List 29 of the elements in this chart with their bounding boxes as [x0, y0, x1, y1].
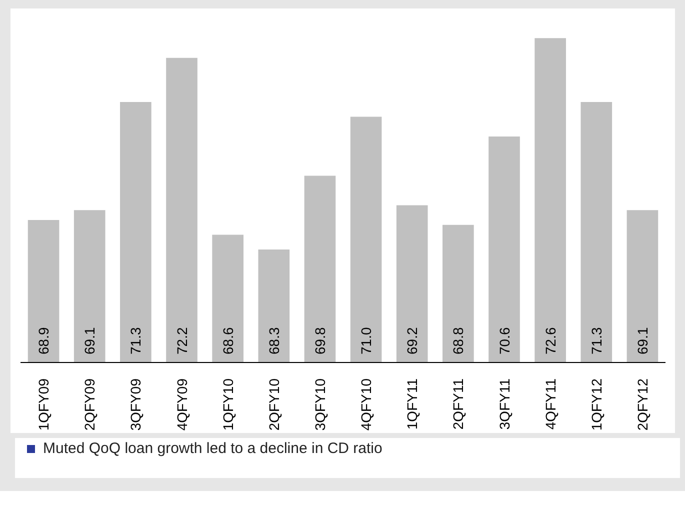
data-label: 71.3: [588, 327, 604, 354]
data-label: 71.3: [128, 327, 144, 354]
x-tick-label: 1QFY09: [36, 378, 52, 431]
x-tick-label: 1QFY10: [220, 378, 236, 431]
x-tick-label: 2QFY10: [266, 378, 282, 431]
x-tick-label: 1QFY11: [404, 378, 420, 430]
x-tick-label: 2QFY11: [450, 378, 466, 430]
data-label: 72.6: [542, 327, 558, 354]
data-label: 69.1: [634, 327, 650, 354]
data-label: 69.8: [312, 327, 328, 354]
x-tick-label: 1QFY12: [588, 378, 604, 431]
x-tick-label: 3QFY11: [496, 378, 512, 430]
data-label: 68.8: [450, 327, 466, 354]
x-tick-label: 4QFY09: [174, 378, 190, 431]
data-label: 68.6: [220, 327, 236, 354]
data-label: 68.9: [36, 327, 52, 354]
x-tick-label: 4QFY10: [358, 378, 374, 431]
x-tick-label: 2QFY12: [634, 378, 650, 431]
data-label: 70.6: [496, 327, 512, 354]
x-tick-label: 3QFY10: [312, 378, 328, 431]
text: Muted QoQ loan growth led to a decline in CD ratio: [42, 439, 382, 459]
data-label: 69.1: [82, 327, 98, 354]
data-label: 69.2: [404, 327, 420, 354]
x-tick-label: 2QFY09: [82, 378, 98, 431]
data-label: 68.3: [266, 327, 282, 354]
data-label: 71.0: [358, 327, 374, 354]
data-label: 72.2: [174, 327, 190, 354]
x-tick-label: 4QFY11: [542, 378, 558, 430]
x-tick-label: 3QFY09: [128, 378, 144, 431]
